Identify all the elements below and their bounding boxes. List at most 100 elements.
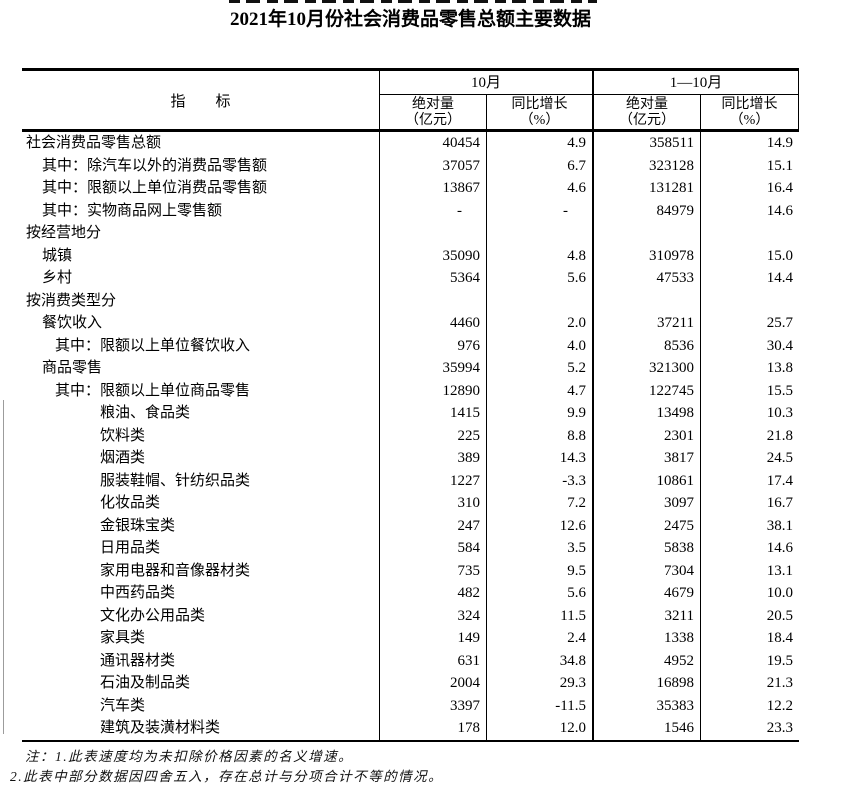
row-label: 建筑及装潢材料类 <box>22 717 380 740</box>
row-value-janoct-growth: 14.9 <box>766 135 793 151</box>
row-label: 汽车类 <box>22 694 380 717</box>
left-border-artifact <box>3 400 4 734</box>
row-value-janoct-absolute: 310978 <box>594 244 701 267</box>
row-value-janoct-absolute: 35383 <box>594 694 701 717</box>
row-value-oct-absolute: 5364 <box>380 267 487 290</box>
row-value-oct-absolute: 225 <box>380 424 487 447</box>
row-value-oct-absolute: 584 <box>380 537 487 560</box>
row-value-oct-growth: 2.0 <box>487 312 594 335</box>
row-value-oct-absolute: 735 <box>380 559 487 582</box>
row-value-oct-absolute <box>380 222 487 245</box>
row-value-oct-growth: 9.9 <box>487 402 594 425</box>
row-value-oct-absolute: 3397 <box>380 694 487 717</box>
cropped-text-artifact <box>229 0 597 3</box>
row-value-oct-absolute: 310 <box>380 492 487 515</box>
subheader-growth-oct: 同比增长 （%） <box>487 95 594 129</box>
row-value-janoct-absolute: 3817 <box>594 447 701 470</box>
row-value-janoct-growth: 13.8 <box>766 360 793 376</box>
row-value-oct-growth: 4.8 <box>487 244 594 267</box>
row-value-janoct-absolute: 358511 <box>594 132 701 155</box>
row-label: 社会消费品零售总额 <box>22 132 380 155</box>
row-value-janoct-growth: 38.1 <box>766 517 793 534</box>
row-value-janoct-absolute: 10861 <box>594 469 701 492</box>
row-value-janoct-growth: 19.5 <box>766 652 793 669</box>
row-value-oct-growth: - <box>487 199 594 222</box>
row-value-janoct-absolute: 323128 <box>594 154 701 177</box>
page-title: 2021年10月份社会消费品零售总额主要数据 <box>229 9 591 30</box>
column-group-october: 10月 <box>380 71 594 95</box>
row-value-oct-absolute: 976 <box>380 334 487 357</box>
row-value-oct-absolute: 12890 <box>380 379 487 402</box>
footnote-2: 2.此表中部分数据因四舍五入，存在总计与分项合计不等的情况。 <box>10 769 444 784</box>
row-value-janoct-absolute: 13498 <box>594 402 701 425</box>
row-label: 按消费类型分 <box>22 289 380 312</box>
row-label: 饮料类 <box>22 424 380 447</box>
row-value-oct-growth: 11.5 <box>487 604 594 627</box>
row-label: 商品零售 <box>22 357 380 380</box>
row-label: 家具类 <box>22 627 380 650</box>
row-value-oct-growth: 29.3 <box>487 672 594 695</box>
row-value-oct-growth: 12.0 <box>487 717 594 740</box>
row-value-janoct-absolute: 122745 <box>594 379 701 402</box>
row-value-janoct-absolute: 131281 <box>594 177 701 200</box>
row-value-oct-absolute: - <box>380 199 487 222</box>
row-value-janoct-growth: 13.1 <box>766 562 793 579</box>
row-value-janoct-growth: 14.6 <box>766 540 793 556</box>
row-value-janoct-growth: 12.2 <box>766 697 793 714</box>
row-label: 其中：除汽车以外的消费品零售额 <box>22 154 380 177</box>
row-value-janoct-growth: 30.4 <box>766 337 793 354</box>
row-label: 城镇 <box>22 244 380 267</box>
footnote-1: 注：1.此表速度均为未扣除价格因素的名义增速。 <box>25 749 354 764</box>
row-value-janoct-absolute: 4952 <box>594 649 701 672</box>
subheader-line2: （亿元） <box>405 113 461 128</box>
row-value-oct-growth: 34.8 <box>487 649 594 672</box>
data-table: 指 标 10月 1—10月 绝对量 （亿元） 同比增长 （%） 绝对量 （亿元）… <box>22 68 799 742</box>
row-label: 家用电器和音像器材类 <box>22 559 380 582</box>
row-value-oct-growth <box>487 289 594 312</box>
row-value-janoct-growth: 15.0 <box>766 247 793 264</box>
row-value-oct-absolute: 482 <box>380 582 487 605</box>
row-label: 通讯器材类 <box>22 649 380 672</box>
row-value-oct-growth: 2.4 <box>487 627 594 650</box>
row-value-oct-growth: 5.6 <box>487 267 594 290</box>
row-label: 其中：限额以上单位商品零售 <box>22 379 380 402</box>
row-value-oct-absolute: 631 <box>380 649 487 672</box>
subheader-growth-jan-oct: 同比增长 （%） <box>701 95 799 129</box>
subheader-line2: （%） <box>729 113 770 128</box>
row-value-janoct-absolute: 7304 <box>594 559 701 582</box>
row-value-janoct-absolute: 2301 <box>594 424 701 447</box>
row-value-janoct-absolute: 16898 <box>594 672 701 695</box>
subheader-line2: （%） <box>519 113 560 128</box>
row-value-janoct-growth <box>701 290 799 313</box>
row-value-oct-absolute: 389 <box>380 447 487 470</box>
row-value-oct-growth: -3.3 <box>487 469 594 492</box>
subheader-line1: 绝对量 <box>412 97 454 112</box>
row-value-oct-absolute: 40454 <box>380 132 487 155</box>
row-label: 服装鞋帽、针纺织品类 <box>22 469 380 492</box>
row-value-janoct-growth: 15.1 <box>766 157 793 174</box>
row-value-oct-absolute: 37057 <box>380 154 487 177</box>
row-value-oct-absolute: 4460 <box>380 312 487 335</box>
row-value-oct-absolute: 178 <box>380 717 487 740</box>
row-value-janoct-absolute: 3097 <box>594 492 701 515</box>
row-label: 日用品类 <box>22 537 380 560</box>
subheader-line1: 绝对量 <box>626 97 668 112</box>
subheader-absolute-oct: 绝对量 （亿元） <box>380 95 487 129</box>
subheader-line1: 同比增长 <box>721 97 778 112</box>
row-value-oct-growth: 14.3 <box>487 447 594 470</box>
table-body: 社会消费品零售总额 40454 4.9 358511 14.9 其中：除汽车以外… <box>22 132 799 742</box>
row-value-janoct-growth <box>701 222 799 245</box>
subheader-line2: （亿元） <box>619 113 675 128</box>
row-value-oct-absolute: 13867 <box>380 177 487 200</box>
subheader-line1: 同比增长 <box>511 97 568 112</box>
row-value-oct-growth: 4.7 <box>487 379 594 402</box>
row-value-janoct-growth: 10.3 <box>766 405 793 421</box>
row-value-janoct-growth: 17.4 <box>766 472 793 489</box>
row-value-janoct-absolute: 1546 <box>594 717 701 740</box>
row-value-oct-absolute: 35090 <box>380 244 487 267</box>
row-value-janoct-absolute: 84979 <box>594 199 701 222</box>
row-label: 粮油、食品类 <box>22 402 380 425</box>
row-value-janoct-absolute: 2475 <box>594 514 701 537</box>
row-label: 乡村 <box>22 267 380 290</box>
